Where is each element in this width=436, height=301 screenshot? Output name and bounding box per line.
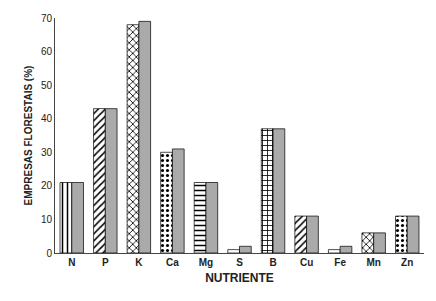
svg-text:0: 0: [46, 248, 52, 259]
svg-text:Cu: Cu: [300, 257, 313, 268]
svg-text:40: 40: [41, 113, 53, 124]
svg-text:S: S: [236, 257, 243, 268]
svg-text:Mn: Mn: [366, 257, 380, 268]
svg-text:50: 50: [41, 80, 53, 91]
svg-text:N: N: [68, 257, 75, 268]
svg-text:Zn: Zn: [401, 257, 413, 268]
svg-text:NUTRIENTE: NUTRIENTE: [205, 271, 274, 285]
svg-text:Fe: Fe: [334, 257, 346, 268]
svg-text:EMPRESAS FLORESTAIS (%): EMPRESAS FLORESTAIS (%): [23, 66, 34, 206]
svg-text:20: 20: [41, 180, 53, 191]
svg-text:30: 30: [41, 147, 53, 158]
svg-text:B: B: [269, 257, 276, 268]
svg-text:P: P: [102, 257, 109, 268]
svg-text:10: 10: [41, 214, 53, 225]
svg-text:Ca: Ca: [166, 257, 179, 268]
svg-text:70: 70: [41, 13, 53, 24]
svg-text:60: 60: [41, 46, 53, 57]
svg-text:K: K: [135, 257, 143, 268]
svg-text:Mg: Mg: [199, 257, 213, 268]
